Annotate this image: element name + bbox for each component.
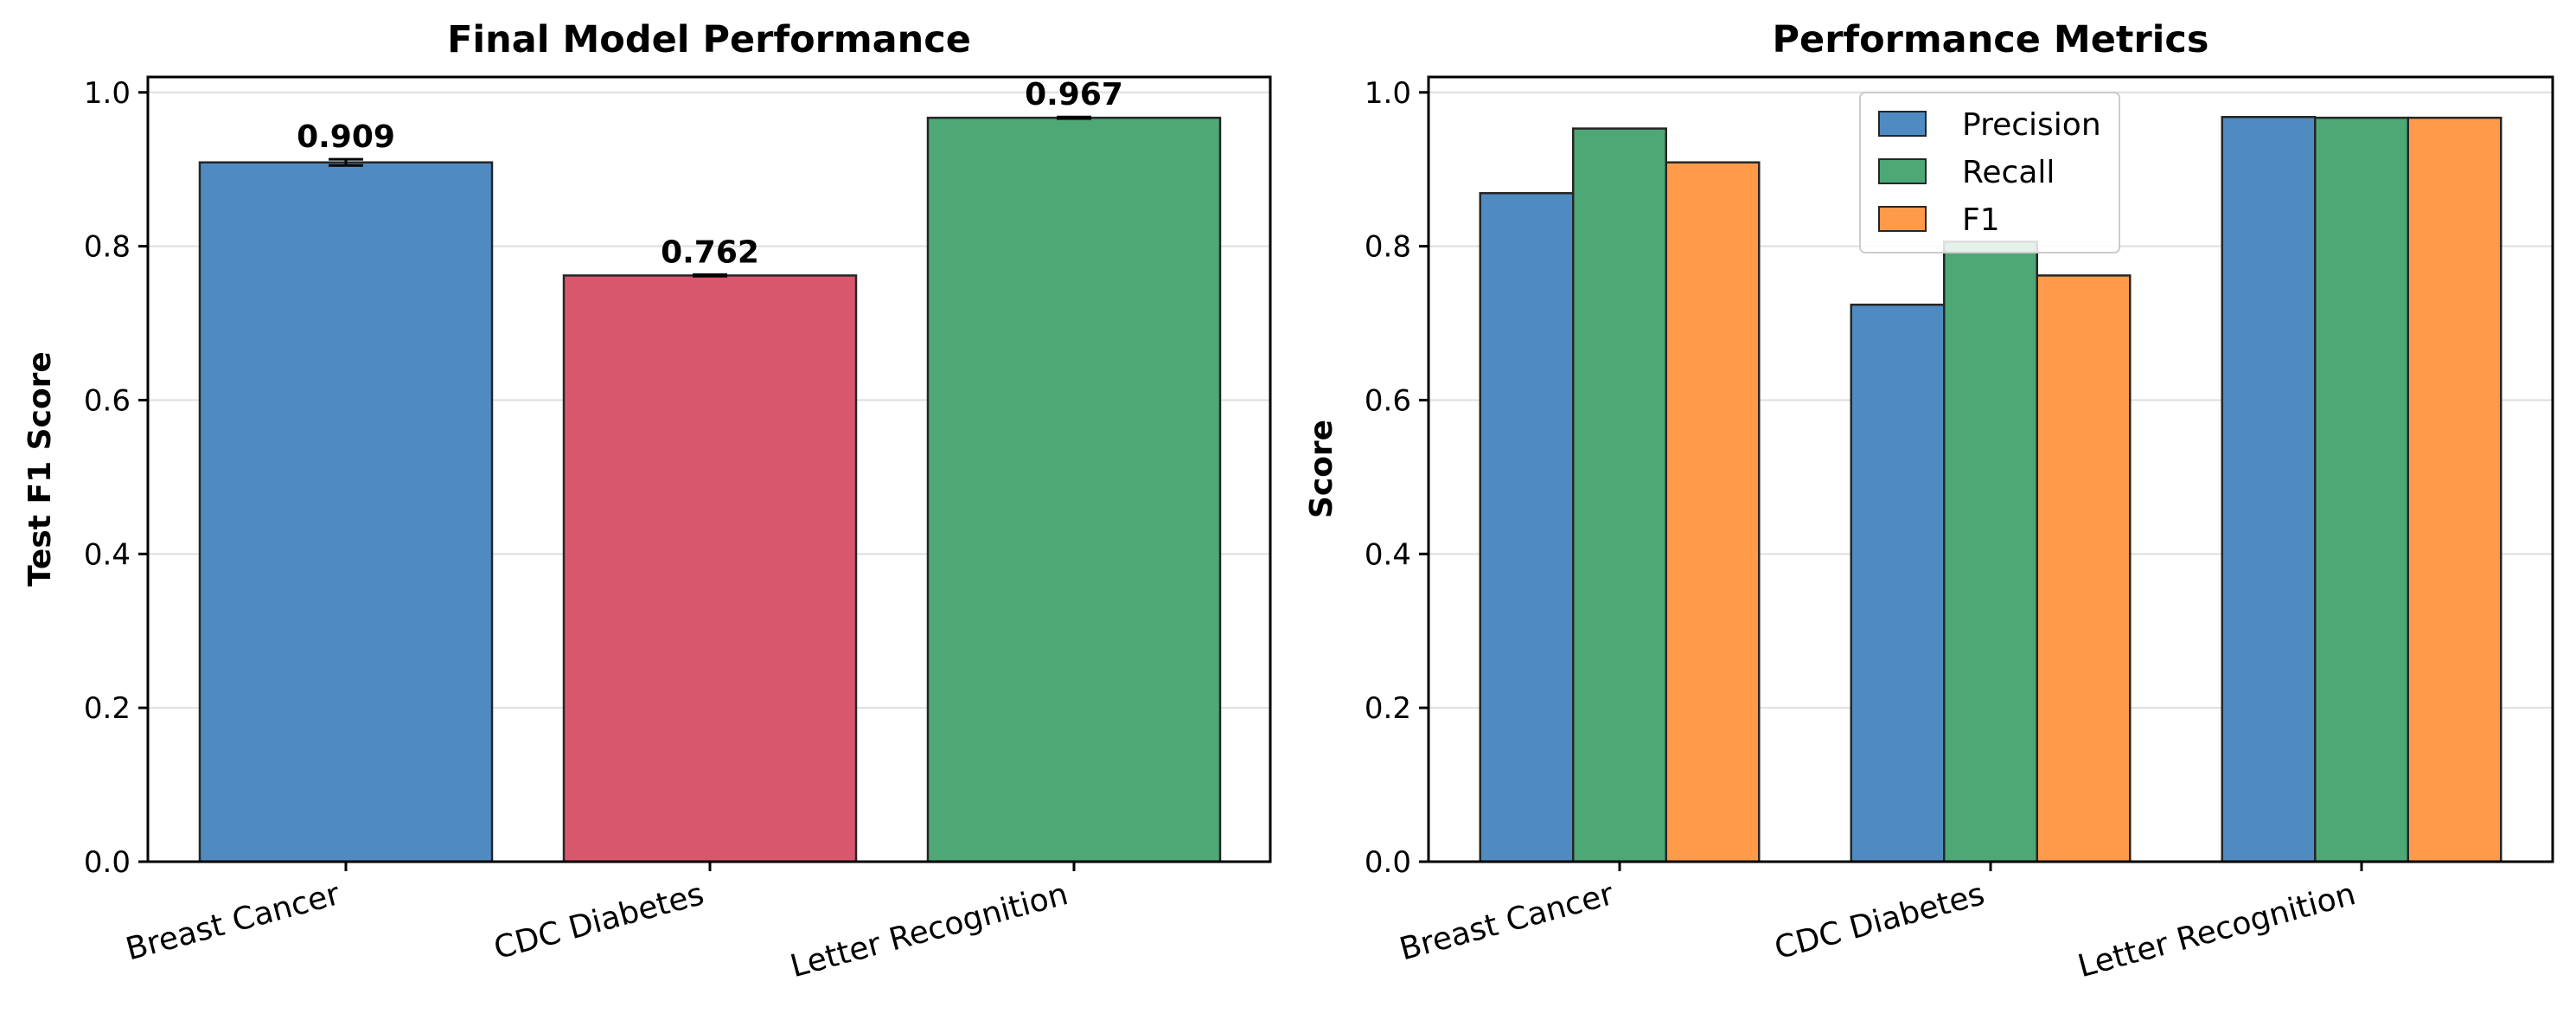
left-x-tick-label-breast-cancer: Breast Cancer [122,876,343,967]
right-y-tick-label: 0.0 [1365,845,1411,880]
left-chart-title: Final Model Performance [447,18,971,61]
right-x-tick-label-cdc-diabetes: CDC Diabetes [1771,876,1988,966]
left-y-tick-label: 0.0 [84,845,131,880]
left-x-tick-label-letter-recognition: Letter Recognition [787,876,1072,985]
performance-metrics-chart: 0.0 0.2 0.4 0.6 0.8 1.0 Breast Cancer CDC Diab… [1304,18,2554,985]
legend-label-f1: F1 [1962,202,2000,238]
left-x-tick-label-cdc-diabetes: CDC Diabetes [490,876,707,966]
bar-recall-breast-cancer [1572,127,1667,863]
legend-swatch-f1 [1878,206,1927,232]
left-value-labels: 0.909 0.762 0.967 [297,77,1123,270]
left-y-tick-label: 1.0 [84,76,131,111]
right-y-tick-label: 0.2 [1365,691,1411,726]
value-label-cdc-diabetes: 0.762 [661,235,759,271]
right-chart-title: Performance Metrics [1773,18,2209,61]
right-x-tick-label-breast-cancer: Breast Cancer [1396,876,1617,967]
right-y-tick-label: 0.8 [1365,230,1411,265]
bar-precision-letter-recognition [2221,115,2317,863]
left-error-bars [329,115,1091,278]
legend-swatch-precision [1878,111,1927,137]
left-y-tick-label: 0.4 [84,537,131,572]
bar-letter-recognition [926,116,1222,863]
left-y-axis-label: Test F1 Score [22,351,58,587]
legend: Precision Recall F1 [1859,92,2120,253]
bar-breast-cancer [198,161,494,863]
bar-cdc-diabetes [562,274,858,863]
left-y-tick-label: 0.6 [84,383,131,418]
legend-swatch-recall [1878,158,1927,184]
value-label-letter-recognition: 0.967 [1025,77,1123,112]
right-y-tick-label: 0.6 [1365,383,1411,418]
right-y-tick-label: 0.4 [1365,537,1411,572]
bar-f1-cdc-diabetes [2036,274,2132,863]
right-x-ticks: Breast Cancer CDC Diabetes Letter Recognit… [1396,862,2363,985]
bar-recall-cdc-diabetes [1943,241,2038,863]
bar-f1-breast-cancer [1665,161,1761,863]
value-label-breast-cancer: 0.909 [297,119,395,155]
left-bars [198,116,1222,863]
right-y-axis-label: Score [1304,420,1339,518]
bar-precision-breast-cancer [1479,192,1575,863]
legend-label-recall: Recall [1962,155,2055,190]
right-y-tick-label: 1.0 [1365,76,1411,111]
bar-f1-letter-recognition [2407,116,2502,863]
bar-precision-cdc-diabetes [1850,303,1946,863]
legend-label-precision: Precision [1962,107,2101,143]
left-y-tick-label: 0.2 [84,691,131,726]
left-y-ticks: 0.0 0.2 0.4 0.6 0.8 1.0 [84,76,148,880]
left-y-tick-label: 0.8 [84,230,131,265]
left-x-ticks: Breast Cancer CDC Diabetes Letter Recognit… [122,862,1076,985]
final-model-performance-chart: 0.909 0.762 0.967 0.0 0.2 0.4 0.6 0.8 1.0 Breas… [22,18,1272,985]
bar-recall-letter-recognition [2314,116,2409,863]
right-x-tick-label-letter-recognition: Letter Recognition [2074,876,2360,985]
right-bars [1479,115,2502,863]
right-y-ticks: 0.0 0.2 0.4 0.6 0.8 1.0 [1365,76,1429,880]
